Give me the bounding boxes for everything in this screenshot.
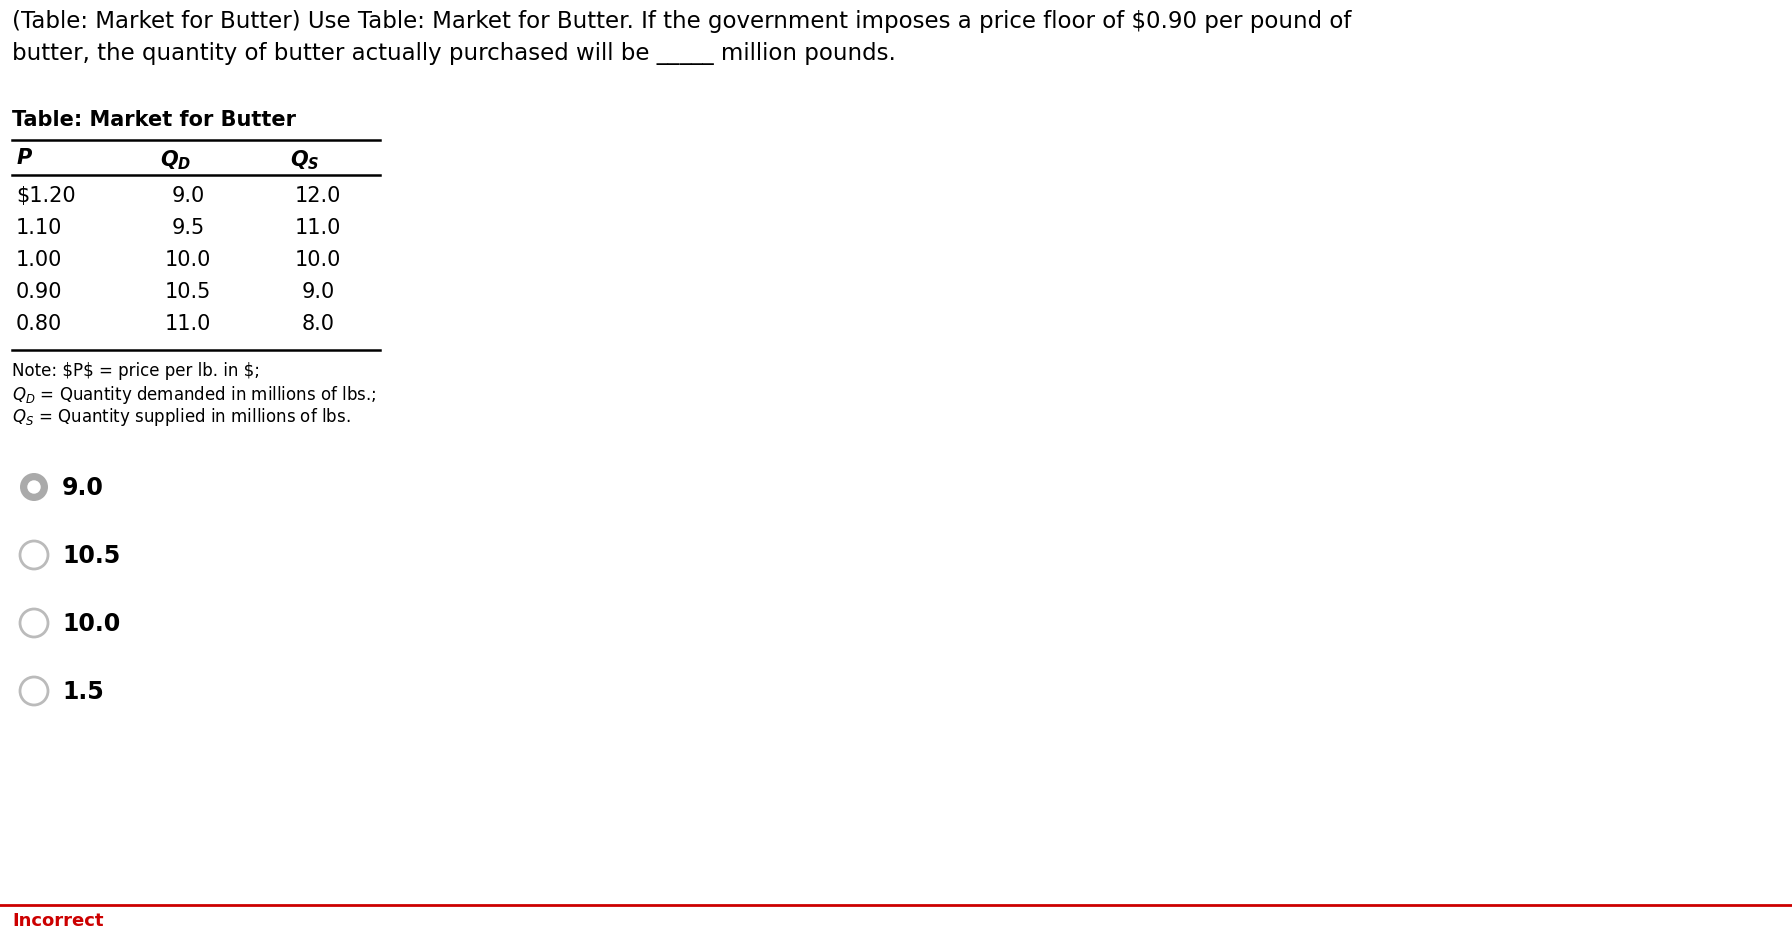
Text: 12.0: 12.0 (296, 186, 340, 206)
Text: $\bfit{P}$: $\bfit{P}$ (16, 148, 32, 168)
Text: 1.10: 1.10 (16, 218, 63, 238)
Text: $Q_S$ = Quantity supplied in millions of lbs.: $Q_S$ = Quantity supplied in millions of… (13, 406, 351, 428)
Text: $Q_D$ = Quantity demanded in millions of lbs.;: $Q_D$ = Quantity demanded in millions of… (13, 384, 376, 406)
Text: 10.5: 10.5 (63, 544, 120, 568)
Text: 11.0: 11.0 (165, 314, 211, 334)
Text: Note: $P$ = price per lb. in $;: Note: $P$ = price per lb. in $; (13, 362, 260, 380)
Text: 11.0: 11.0 (296, 218, 340, 238)
Text: Incorrect: Incorrect (13, 912, 104, 930)
Text: Table: Market for Butter: Table: Market for Butter (13, 110, 296, 130)
Text: 8.0: 8.0 (301, 314, 335, 334)
Text: 0.90: 0.90 (16, 282, 63, 302)
Text: 1.00: 1.00 (16, 250, 63, 270)
Text: 1.5: 1.5 (63, 680, 104, 704)
Text: butter, the quantity of butter actually purchased will be _____ million pounds.: butter, the quantity of butter actually … (13, 42, 896, 65)
Text: 9.0: 9.0 (63, 476, 104, 500)
Text: 10.0: 10.0 (296, 250, 340, 270)
Text: 9.0: 9.0 (172, 186, 204, 206)
Text: $\bfit{Q_S}$: $\bfit{Q_S}$ (290, 148, 319, 172)
Text: 10.5: 10.5 (165, 282, 211, 302)
Text: 10.0: 10.0 (165, 250, 211, 270)
Text: 9.5: 9.5 (172, 218, 204, 238)
Text: (Table: Market for Butter) Use Table: Market for Butter. If the government impos: (Table: Market for Butter) Use Table: Ma… (13, 10, 1351, 33)
Text: $\bfit{Q_D}$: $\bfit{Q_D}$ (159, 148, 192, 172)
Text: 9.0: 9.0 (301, 282, 335, 302)
Text: $1.20: $1.20 (16, 186, 75, 206)
Circle shape (20, 473, 48, 501)
Text: 0.80: 0.80 (16, 314, 63, 334)
Text: 10.0: 10.0 (63, 612, 120, 636)
Circle shape (27, 480, 41, 493)
